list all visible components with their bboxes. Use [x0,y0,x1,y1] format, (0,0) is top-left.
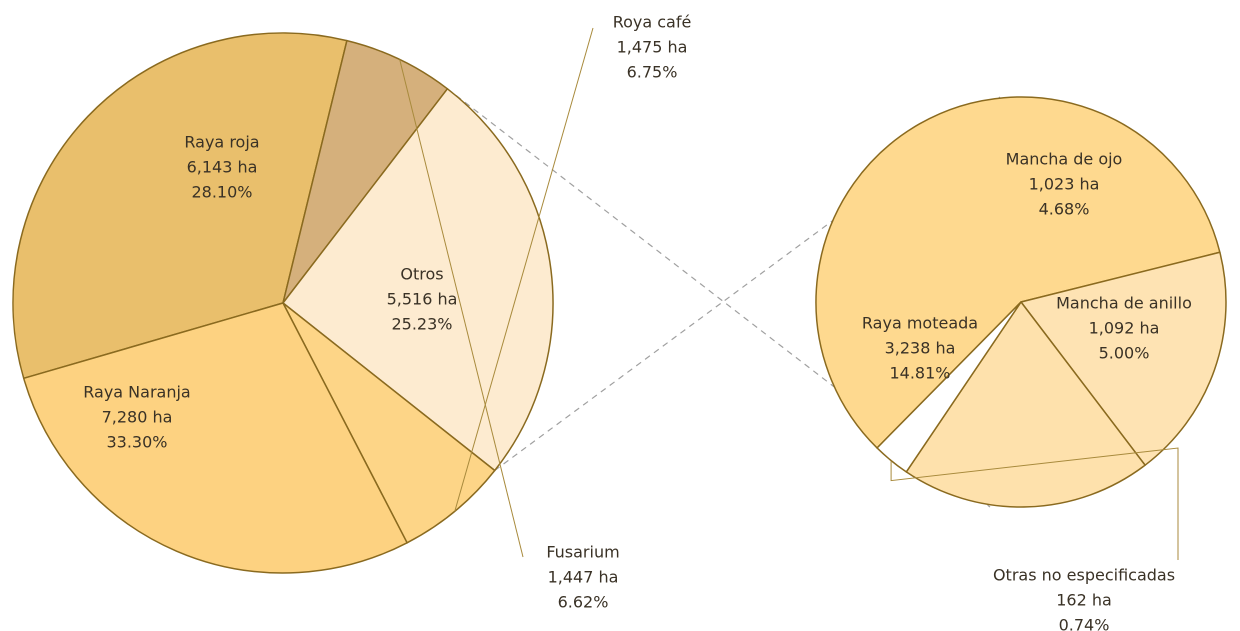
label-percent-mancha-de-ojo: 4.68% [1039,200,1090,219]
slice-mancha-de-ojo [1020,251,1227,466]
slice-otros [282,88,554,472]
label-value-roya-cafe: 1,475 ha [617,38,688,57]
label-name-roya-cafe: Roya café [613,13,692,32]
label-value-fusarium: 1,447 ha [548,568,619,587]
label-name-raya-naranja: Raya Naranja [83,383,190,402]
label-value-otras-no-especificadas: 162 ha [1056,591,1112,610]
label-percent-mancha-de-anillo: 5.00% [1099,344,1150,363]
label-value-mancha-de-ojo: 1,023 ha [1029,175,1100,194]
connector-top [494,96,1001,471]
label-name-mancha-de-anillo: Mancha de anillo [1056,294,1192,313]
leader-otras-no-especificadas [890,447,1179,560]
connector-lines [447,88,1001,508]
leader-lines [399,27,1179,560]
leader-roya-cafe [454,27,594,512]
label-percent-otros: 25.23% [391,315,452,334]
label-name-mancha-de-ojo: Mancha de ojo [1006,150,1123,169]
label-value-raya-moteada: 3,238 ha [885,339,956,358]
label-value-mancha-de-anillo: 1,092 ha [1089,319,1160,338]
label-percent-raya-roja: 28.10% [191,183,252,202]
main-pie [12,32,554,574]
leader-fusarium [399,59,524,558]
label-percent-fusarium: 6.62% [558,593,609,612]
slice-raya-moteada [815,96,1221,449]
slice-mancha-de-anillo [905,301,1146,508]
label-percent-raya-moteada: 14.81% [889,364,950,383]
label-value-raya-naranja: 7,280 ha [102,408,173,427]
label-value-otros: 5,516 ha [387,290,458,309]
slice-labels: Raya Naranja 7,280 ha 33.30% Fusarium 1,447 … [83,13,1192,631]
sub-pie [815,96,1227,508]
label-name-fusarium: Fusarium [546,543,619,562]
label-name-raya-moteada: Raya moteada [862,314,978,333]
slice-raya-naranja [12,32,348,380]
label-value-raya-roja: 6,143 ha [187,158,258,177]
slice-raya-roja [22,302,408,574]
label-percent-otras-no-especificadas: 0.74% [1059,616,1110,631]
label-percent-raya-naranja: 33.30% [106,433,167,452]
connector-bottom [447,88,991,508]
label-name-raya-roja: Raya roja [184,133,259,152]
label-percent-roya-cafe: 6.75% [627,63,678,82]
label-name-otras-no-especificadas: Otras no especificadas [993,566,1175,585]
label-name-otros: Otros [400,265,443,284]
